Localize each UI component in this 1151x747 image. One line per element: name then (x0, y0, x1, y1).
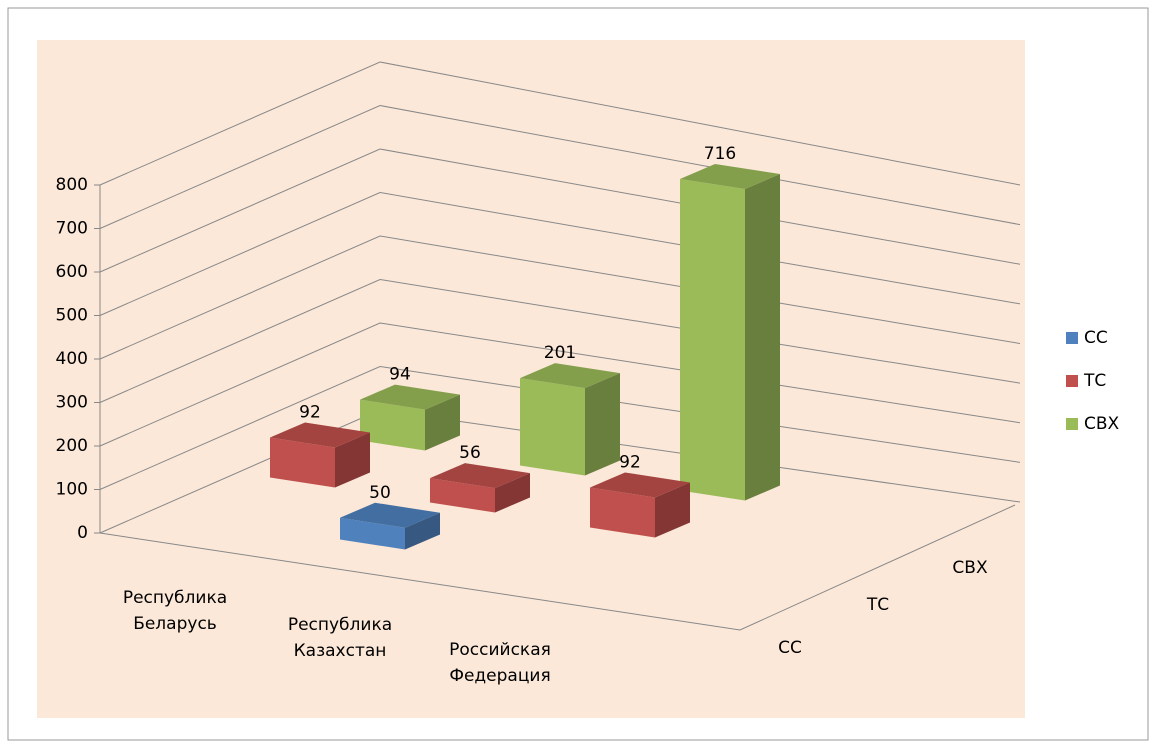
depth-tick-label: ТС (866, 595, 889, 615)
data-label: 92 (299, 402, 321, 422)
data-label: 201 (544, 343, 576, 363)
bar-front (520, 378, 585, 476)
bar-side (335, 432, 370, 488)
x-tick-label: Республика Казахстан (288, 615, 392, 661)
bar-front (590, 487, 655, 538)
bar-front (270, 437, 335, 488)
bar (360, 384, 460, 451)
y-tick-label: 600 (56, 262, 88, 282)
grid-line (99, 191, 1021, 316)
bar-side (745, 174, 780, 501)
legend-label: ТС (1083, 371, 1106, 391)
data-label: 716 (704, 144, 736, 164)
bar (520, 363, 620, 476)
x-tick-label: Республика Беларусь (123, 588, 227, 634)
bar-side (585, 373, 620, 476)
legend-swatch (1066, 418, 1078, 430)
bar-side (655, 482, 690, 538)
bar (590, 472, 690, 538)
bar (340, 502, 440, 550)
bar-front (680, 179, 745, 501)
grid-line (99, 322, 1021, 447)
legend-swatch (1066, 375, 1078, 387)
data-label: 56 (459, 443, 481, 463)
depth-tick-label: СС (778, 638, 802, 658)
grid-line (99, 104, 1021, 229)
floor-edge (99, 504, 1016, 631)
y-tick-label: 500 (56, 306, 88, 326)
bar-top (430, 463, 530, 489)
y-tick-label: 300 (56, 393, 88, 413)
bar (680, 164, 780, 501)
x-tick-label: Российская Федерация (449, 640, 551, 686)
bar-top (360, 384, 460, 410)
grid-line (99, 235, 1021, 360)
bar-side (425, 394, 460, 451)
bar-top (680, 164, 780, 190)
data-label: 50 (369, 483, 391, 503)
depth-tick-label: СВХ (952, 558, 988, 578)
legend-label: СС (1084, 328, 1108, 348)
grid-line (99, 365, 1021, 490)
bar-top (340, 502, 440, 528)
data-label: 94 (389, 365, 411, 385)
y-tick-label: 700 (56, 219, 88, 239)
bar-side (495, 473, 530, 513)
y-tick-label: 800 (56, 175, 88, 195)
y-tick-label: 200 (56, 436, 88, 456)
y-tick-label: 400 (56, 349, 88, 369)
bar-top (520, 363, 620, 389)
legend-label: СВХ (1084, 414, 1120, 434)
grid-line (99, 278, 1021, 403)
y-tick-label: 0 (77, 523, 88, 543)
bar-top (270, 422, 370, 448)
data-label: 92 (619, 452, 641, 472)
grid-line (99, 148, 1021, 273)
bar-side (405, 512, 440, 550)
grid-line (99, 61, 1021, 186)
bar-front (340, 517, 405, 550)
bar (270, 422, 370, 488)
bar-front (430, 478, 495, 513)
bar (430, 463, 530, 513)
bar-top (590, 472, 690, 498)
legend-swatch (1066, 332, 1078, 344)
y-tick-label: 100 (56, 480, 88, 500)
bar-front (360, 399, 425, 451)
